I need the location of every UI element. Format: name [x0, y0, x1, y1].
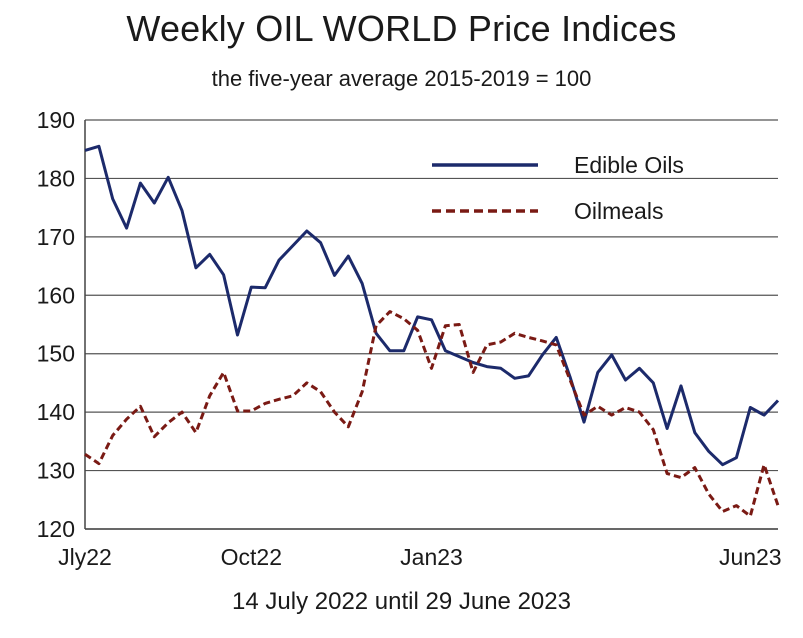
series-lines	[84, 144, 780, 518]
series-line-edible-oils	[84, 144, 780, 467]
y-tick-label-140: 140	[37, 399, 75, 425]
y-tick-label-170: 170	[37, 224, 75, 250]
x-tick-label-jan23: Jan23	[400, 544, 463, 570]
y-tick-label-180: 180	[37, 165, 75, 191]
x-tick-label-jly22: Jly22	[58, 544, 112, 570]
chart-title: Weekly OIL WORLD Price Indices	[126, 8, 677, 49]
legend-label-oilmeals: Oilmeals	[574, 198, 663, 224]
y-tick-label-120: 120	[37, 516, 75, 542]
y-tick-label-190: 190	[37, 107, 75, 133]
x-axis-title: 14 July 2022 until 29 June 2023	[232, 588, 571, 615]
axis-ticks: 120 130 140 150 160 170 180 190 Jly22 Oct22 Jan23 J…	[37, 107, 782, 570]
y-tick-label-160: 160	[37, 282, 75, 308]
chart-subtitle: the five-year average 2015-2019 = 100	[211, 66, 592, 91]
y-tick-label-150: 150	[37, 341, 75, 367]
gridlines	[84, 119, 778, 530]
legend: Edible Oils Oilmeals	[432, 152, 684, 224]
legend-label-edible-oils: Edible Oils	[574, 152, 684, 178]
series-line-oilmeals	[84, 310, 780, 518]
x-tick-label-jun23: Jun23	[719, 544, 782, 570]
x-tick-label-oct22: Oct22	[221, 544, 282, 570]
y-tick-label-130: 130	[37, 458, 75, 484]
